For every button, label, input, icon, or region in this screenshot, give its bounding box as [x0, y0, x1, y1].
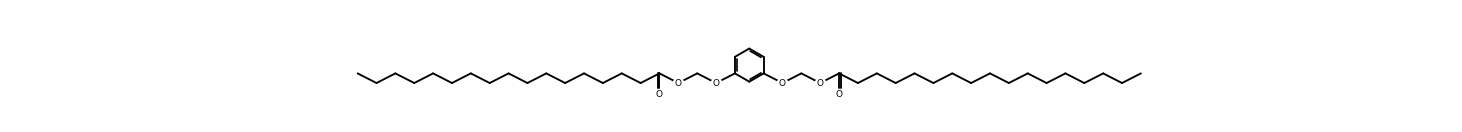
Text: O: O: [817, 79, 823, 88]
Text: O: O: [779, 79, 787, 88]
Text: O: O: [712, 79, 719, 88]
Text: O: O: [656, 90, 662, 99]
Text: O: O: [836, 90, 842, 99]
Text: O: O: [675, 79, 681, 88]
